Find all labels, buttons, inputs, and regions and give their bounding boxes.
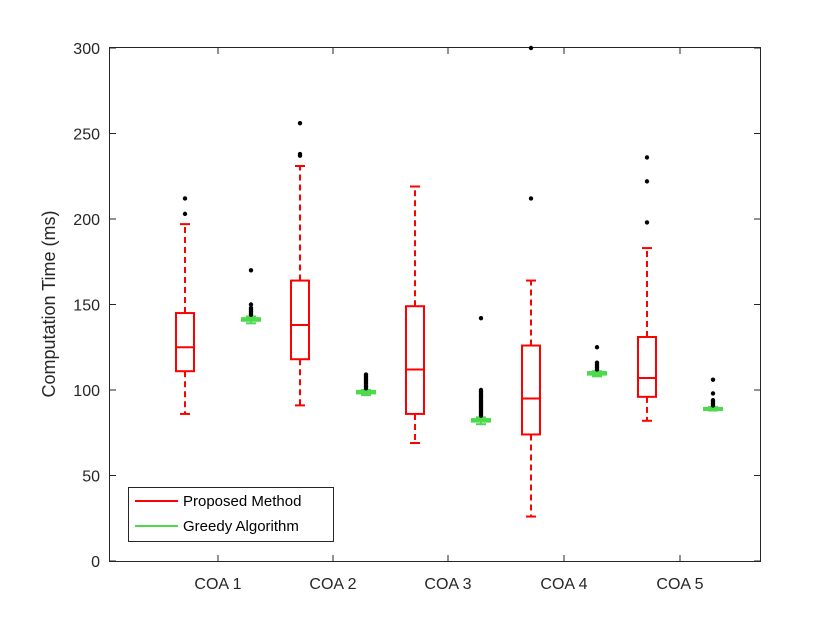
box-group [521, 45, 541, 518]
box-group [290, 121, 310, 407]
outlier-point [644, 220, 650, 225]
y-axis: 0 50 100 150 200 250 300 [73, 41, 760, 571]
outlier-point [363, 372, 369, 377]
outlier-point [710, 398, 716, 403]
box-group [587, 345, 607, 378]
outlier-point [528, 45, 534, 51]
outlier-point [248, 268, 254, 273]
iqr-box [175, 312, 195, 373]
outlier-point [528, 196, 534, 201]
outlier-point [710, 377, 716, 382]
x-tick-label: COA 1 [194, 576, 241, 593]
plot-area [109, 47, 761, 562]
outlier-point [594, 345, 600, 350]
x-tick-label: COA 2 [309, 576, 356, 593]
outlier-point [478, 315, 484, 321]
iqr-box [637, 335, 657, 398]
x-tick-label: COA 4 [540, 576, 587, 593]
outlier-point [182, 211, 188, 217]
outlier-point [644, 179, 650, 184]
iqr-box [405, 305, 425, 415]
y-tick-label: 50 [82, 469, 100, 486]
outlier-point [182, 196, 188, 201]
outlier-point [710, 391, 716, 396]
outlier-point [297, 151, 303, 157]
x-tick-label: COA 5 [656, 576, 703, 593]
legend-box [128, 487, 334, 542]
outlier-point [644, 155, 650, 160]
x-axis: COA 1 COA 2 COA 3 COA 4 COA 5 [194, 48, 704, 593]
y-tick-label: 200 [73, 212, 100, 229]
box-group [241, 268, 261, 325]
outlier-point [248, 305, 254, 311]
iqr-box [290, 279, 310, 361]
y-tick-label: 100 [73, 383, 100, 400]
box-series [175, 45, 723, 518]
y-axis-label: Computation Time (ms) [39, 210, 59, 397]
box-group [703, 377, 723, 412]
box-group [471, 315, 491, 426]
x-tick-label: COA 3 [424, 576, 471, 593]
outlier-point [478, 387, 484, 393]
outlier-point [297, 121, 303, 126]
outlier-point [248, 302, 254, 307]
box-group [637, 155, 657, 422]
legend-label-greedy: Greedy Algorithm [183, 518, 299, 535]
box-group [175, 196, 195, 415]
legend: Proposed Method Greedy Algorithm [128, 487, 334, 542]
y-tick-label: 300 [73, 41, 100, 58]
box-group [405, 185, 425, 445]
legend-label-proposed: Proposed Method [183, 493, 301, 510]
y-tick-label: 250 [73, 127, 100, 144]
outlier-point [594, 360, 600, 365]
iqr-box [521, 344, 541, 436]
y-tick-label: 0 [91, 554, 100, 571]
y-tick-label: 150 [73, 298, 100, 315]
box-group [356, 372, 376, 397]
